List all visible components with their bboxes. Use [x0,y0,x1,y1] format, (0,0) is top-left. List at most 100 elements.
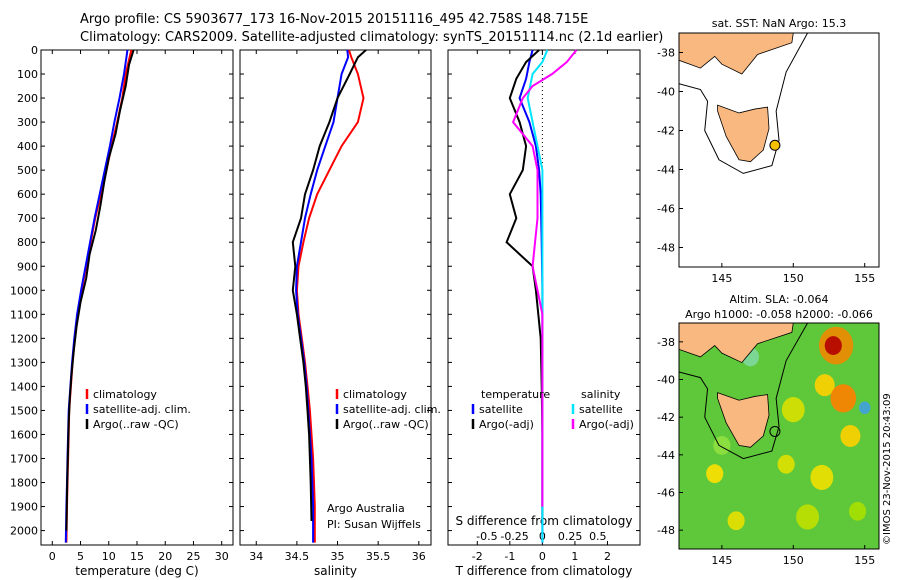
panel-salinity: 34 34.5 35 35.5 36 salinity climatology satelli… [239,49,441,578]
sla-anomaly-blob [796,504,819,530]
y-tick-label: 1500 [10,404,38,417]
legend-entry: satellite-adj. clim. [343,403,441,416]
map-x-tick-label: 150 [783,554,804,567]
legend-entry: climatology [343,388,407,401]
series-salinity-argo-adj- [511,49,578,507]
y-tick-label: 1600 [10,428,38,441]
y-tick-label: 1300 [10,356,38,369]
legend-entry: Argo(..raw -QC) [343,418,429,431]
series-satellite-adj-clim- [295,49,350,543]
map-y-tick-label: -38 [657,336,675,349]
x-tick-label: -1 [504,550,515,563]
y-tick-label: 800 [17,236,38,249]
y-tick-label: 1400 [10,380,38,393]
y-tick-label: 300 [17,116,38,129]
y-tick-label: 700 [17,212,38,225]
sla-anomaly-blob [824,336,842,356]
y-tick-label: 1800 [10,477,38,490]
x-tick-label: 0 [49,550,56,563]
map-x-tick-label: 145 [711,272,732,285]
y-tick-label: 1900 [10,501,38,514]
x-tick-label: 30 [215,550,229,563]
map-y-tick-label: -40 [657,86,675,99]
annotation-argo-australia: Argo Australia [327,502,405,515]
sla-anomaly-blob [727,511,745,531]
mainland-land [679,323,794,364]
legend-entry: Argo(..raw -QC) [93,418,179,431]
map-x-tick-label: 155 [854,272,875,285]
x-tick-label: 34 [249,550,263,563]
panel-frame [447,49,641,546]
y-tick-label: 100 [17,68,38,81]
annotation-pi: PI: Susan Wijffels [327,518,421,531]
panel-difference: -2 -1 0 1 2T difference from climatology -0.5… [447,49,641,578]
legend-entry: climatology [93,388,157,401]
sla-anomaly-blob [777,454,795,474]
series-argo-raw-qc- [291,49,367,522]
legend-title: salinity [581,388,621,401]
map-y-tick-label: -44 [657,449,675,462]
title-line-1: Argo profile: CS 5903677_173 16-Nov-2015… [80,12,589,27]
y-tick-label: 1700 [10,452,38,465]
sla-anomaly-blob [840,425,861,447]
series-climatology [65,49,133,543]
x-tick-label: 0 [539,550,546,563]
y-tick-label: 900 [17,260,38,273]
x-tick-label: 1 [571,550,578,563]
top-x-tick-label: 0.25 [558,530,583,543]
series-climatology [295,49,365,543]
shelf-contour [679,323,809,460]
x-tick-label: 25 [186,550,200,563]
x-axis-label: T difference from climatology [455,564,633,578]
map-y-tick-label: -46 [657,487,675,500]
map-y-tick-label: -46 [657,203,675,216]
sla-anomaly-blob [859,401,871,415]
x-tick-label: 35.5 [366,550,391,563]
y-tick-label: 400 [17,140,38,153]
sla-anomaly-blob [830,384,857,413]
map-x-tick-label: 145 [711,554,732,567]
series-argo-raw-qc- [65,49,135,531]
y-tick-label: 600 [17,188,38,201]
map-y-tick-label: -40 [657,374,675,387]
sst-background [679,33,879,267]
map-x-tick-label: 150 [783,272,804,285]
y-tick-label: 0 [31,44,38,57]
legend-entry: satellite [579,403,623,416]
sla-anomaly-blob [713,435,731,455]
x-tick-label: 35 [331,550,345,563]
x-tick-label: 10 [102,550,116,563]
map-y-tick-label: -42 [657,125,675,138]
argo-location-marker [769,139,781,151]
shelf-contour [679,33,809,174]
x-tick-label: 5 [77,550,84,563]
y-tick-label: 200 [17,92,38,105]
legend-entry: Argo(-adj) [479,418,534,431]
map-x-tick-label: 155 [854,554,875,567]
top-axis-label: S difference from climatology [456,514,633,528]
y-tick-label: 500 [17,164,38,177]
panel-frame [239,49,432,546]
map-content [679,323,879,549]
mainland-land [679,33,794,75]
map-content [679,33,879,267]
sla-anomaly-blob [810,464,834,491]
top-x-tick-label: -0.25 [500,530,528,543]
x-tick-label: 36 [412,550,426,563]
tasmania-land [717,104,770,163]
sla-anomaly-blob [849,501,867,521]
tasmania-land [717,392,770,448]
top-x-tick-label: 0.5 [589,530,607,543]
map-y-tick-label: -44 [657,164,675,177]
x-tick-label: 15 [130,550,144,563]
x-tick-label: 20 [158,550,172,563]
sla-anomaly-blob [781,397,805,423]
x-axis-label: temperature (deg C) [75,564,198,578]
map-y-tick-label: -38 [657,47,675,60]
y-tick-label: 2000 [10,525,38,538]
x-tick-label: 2 [604,550,611,563]
legend-entry: satellite-adj. clim. [93,403,191,416]
x-tick-label: 34.5 [285,550,310,563]
map-frame [678,322,880,550]
y-tick-label: 1200 [10,332,38,345]
